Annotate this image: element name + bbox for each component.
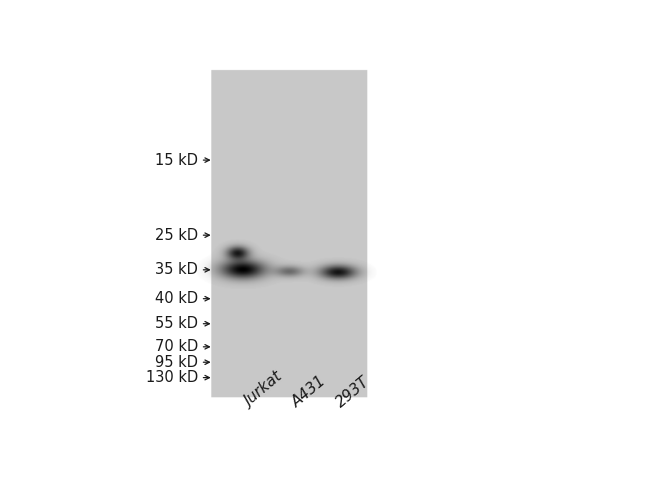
Text: 70 kD: 70 kD xyxy=(155,340,198,354)
Text: 95 kD: 95 kD xyxy=(155,354,198,370)
Text: 55 kD: 55 kD xyxy=(155,316,198,331)
Bar xyxy=(211,70,366,397)
Text: 15 kD: 15 kD xyxy=(155,152,198,168)
Text: 35 kD: 35 kD xyxy=(155,262,198,278)
Text: 293T: 293T xyxy=(333,374,373,410)
Text: 25 kD: 25 kD xyxy=(155,228,198,242)
Text: Jurkat: Jurkat xyxy=(242,370,286,410)
Text: A431: A431 xyxy=(289,374,329,410)
Text: 40 kD: 40 kD xyxy=(155,291,198,306)
Text: 130 kD: 130 kD xyxy=(146,370,198,385)
